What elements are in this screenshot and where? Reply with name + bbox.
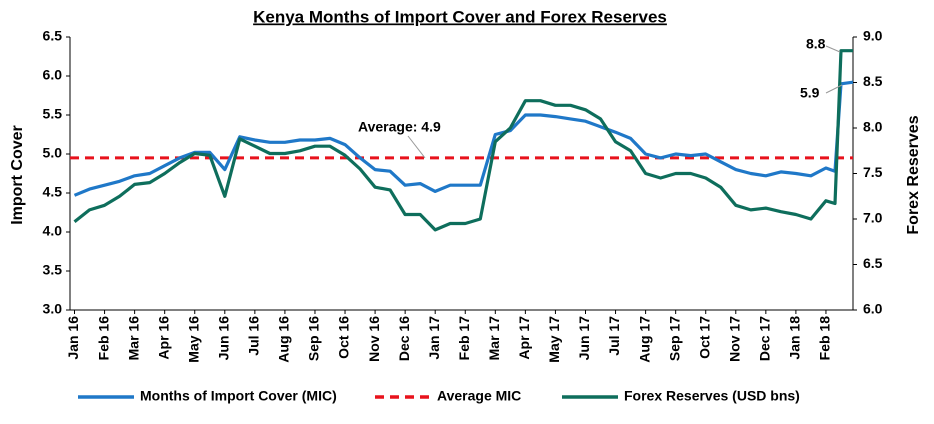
y2-tick-label: 8.5 bbox=[863, 73, 883, 89]
y2-tick-label: 6.5 bbox=[863, 255, 883, 271]
y2-tick-label: 9.0 bbox=[863, 28, 883, 44]
y2-tick-label: 7.5 bbox=[863, 164, 883, 180]
legend-label: Forex Reserves (USD bns) bbox=[624, 388, 800, 404]
x-tick-label: May 16 bbox=[185, 316, 201, 363]
chart-title: Kenya Months of Import Cover and Forex R… bbox=[253, 7, 667, 26]
x-tick-label: Jan 16 bbox=[65, 316, 81, 360]
x-tick-label: Mar 16 bbox=[125, 316, 141, 361]
x-tick-label: May 17 bbox=[546, 316, 562, 363]
legend-label: Months of Import Cover (MIC) bbox=[140, 388, 337, 404]
x-tick-label: Jul 17 bbox=[606, 316, 622, 356]
x-tick-label: Feb 16 bbox=[95, 316, 111, 361]
y-tick-label: 4.5 bbox=[43, 184, 63, 200]
series-line bbox=[73, 49, 853, 232]
x-tick-label: Nov 16 bbox=[366, 316, 382, 362]
x-tick-label: Aug 16 bbox=[276, 316, 292, 363]
y-tick-label: 4.0 bbox=[43, 223, 63, 239]
x-tick-label: Jan 17 bbox=[426, 316, 442, 360]
annotation-leader bbox=[407, 135, 426, 159]
y-tick-label: 3.0 bbox=[43, 301, 63, 317]
y2-tick-label: 6.0 bbox=[863, 301, 883, 317]
y-tick-label: 3.5 bbox=[43, 262, 63, 278]
x-tick-label: Feb 18 bbox=[817, 316, 833, 361]
series-line bbox=[73, 80, 854, 197]
y2-tick-label: 8.0 bbox=[863, 119, 883, 135]
legend-label: Average MIC bbox=[437, 388, 521, 404]
y-axis-label: Import Cover bbox=[9, 125, 26, 225]
x-tick-label: Jun 17 bbox=[576, 316, 592, 361]
y2-tick-label: 7.0 bbox=[863, 210, 883, 226]
x-tick-label: Apr 16 bbox=[155, 316, 171, 360]
x-tick-label: Dec 17 bbox=[757, 316, 773, 361]
x-tick-label: Aug 17 bbox=[636, 316, 652, 363]
x-tick-label: Mar 17 bbox=[486, 316, 502, 361]
y-tick-label: 6.5 bbox=[43, 28, 63, 44]
x-tick-label: Oct 17 bbox=[696, 316, 712, 359]
x-tick-label: Dec 16 bbox=[396, 316, 412, 361]
x-tick-label: Jul 16 bbox=[246, 316, 262, 356]
y-tick-label: 6.0 bbox=[43, 67, 63, 83]
x-tick-label: Oct 16 bbox=[336, 316, 352, 359]
annotation-leader bbox=[825, 45, 841, 53]
annotation: Average: 4.9 bbox=[358, 119, 441, 135]
x-tick-label: Sep 16 bbox=[306, 316, 322, 361]
x-tick-label: Feb 17 bbox=[456, 316, 472, 361]
y-tick-label: 5.5 bbox=[43, 106, 63, 122]
x-tick-label: Sep 17 bbox=[666, 316, 682, 361]
y-tick-label: 5.0 bbox=[43, 145, 63, 161]
x-tick-label: Apr 17 bbox=[516, 316, 532, 360]
y2-axis-label: Forex Reserves bbox=[905, 115, 922, 234]
annotation: 8.8 bbox=[806, 36, 826, 52]
annotation: 5.9 bbox=[800, 85, 820, 101]
x-tick-label: Nov 17 bbox=[726, 316, 742, 362]
x-tick-label: Jan 18 bbox=[787, 316, 803, 360]
annotation-leader bbox=[825, 84, 843, 94]
x-tick-label: Jun 16 bbox=[215, 316, 231, 361]
